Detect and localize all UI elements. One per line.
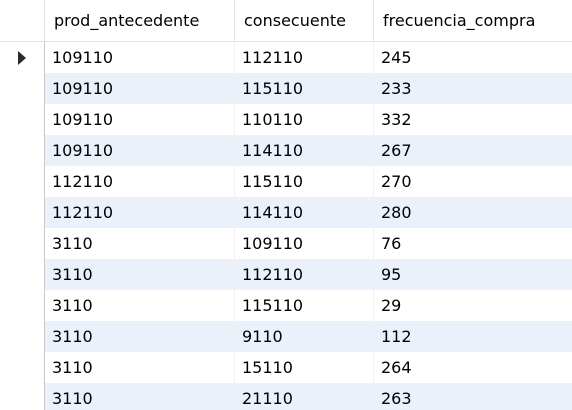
table-row[interactable]: 3110 9110 112 [0,321,572,352]
cell-frecuencia-compra[interactable]: 245 [374,42,572,73]
table-row[interactable]: 109110 114110 267 [0,135,572,166]
cell-consecuente[interactable]: 109110 [235,228,374,259]
cell-frecuencia-compra[interactable]: 267 [374,135,572,166]
cell-frecuencia-compra[interactable]: 270 [374,166,572,197]
grid-header: prod_antecedente consecuente frecuencia_… [0,0,572,42]
cell-prod-antecedente[interactable]: 112110 [45,197,235,228]
table-row[interactable]: 3110 112110 95 [0,259,572,290]
row-selector[interactable] [0,166,45,197]
row-selector[interactable] [0,42,45,73]
cell-consecuente[interactable]: 21110 [235,383,374,410]
table-row[interactable]: 109110 115110 233 [0,73,572,104]
cell-prod-antecedente[interactable]: 3110 [45,383,235,410]
row-selector[interactable] [0,352,45,383]
cell-frecuencia-compra[interactable]: 76 [374,228,572,259]
cell-prod-antecedente[interactable]: 3110 [45,259,235,290]
cell-prod-antecedente[interactable]: 109110 [45,73,235,104]
cell-prod-antecedente[interactable]: 112110 [45,166,235,197]
cell-consecuente[interactable]: 115110 [235,73,374,104]
cell-prod-antecedente[interactable]: 3110 [45,228,235,259]
cell-consecuente[interactable]: 15110 [235,352,374,383]
column-header-consecuente[interactable]: consecuente [235,0,374,42]
row-selector[interactable] [0,73,45,104]
row-selector-header[interactable] [0,0,45,42]
grid-body: 109110 112110 245 109110 115110 233 1091… [0,42,572,410]
table-row[interactable]: 112110 114110 280 [0,197,572,228]
cell-frecuencia-compra[interactable]: 29 [374,290,572,321]
table-row[interactable]: 112110 115110 270 [0,166,572,197]
cell-frecuencia-compra[interactable]: 95 [374,259,572,290]
column-header-prod-antecedente[interactable]: prod_antecedente [45,0,235,42]
cell-frecuencia-compra[interactable]: 233 [374,73,572,104]
cell-prod-antecedente[interactable]: 3110 [45,321,235,352]
row-selector[interactable] [0,135,45,166]
row-selector[interactable] [0,104,45,135]
row-selector[interactable] [0,290,45,321]
cell-frecuencia-compra[interactable]: 263 [374,383,572,410]
row-selector[interactable] [0,259,45,290]
cell-frecuencia-compra[interactable]: 332 [374,104,572,135]
row-selector[interactable] [0,321,45,352]
table-row[interactable]: 3110 15110 264 [0,352,572,383]
triangle-right-icon [18,50,26,65]
table-row[interactable]: 3110 21110 263 [0,383,572,410]
cell-frecuencia-compra[interactable]: 112 [374,321,572,352]
cell-prod-antecedente[interactable]: 3110 [45,352,235,383]
cell-consecuente[interactable]: 115110 [235,166,374,197]
cell-frecuencia-compra[interactable]: 280 [374,197,572,228]
column-header-frecuencia-compra[interactable]: frecuencia_compra [374,0,572,42]
cell-consecuente[interactable]: 112110 [235,42,374,73]
cell-prod-antecedente[interactable]: 109110 [45,104,235,135]
cell-consecuente[interactable]: 110110 [235,104,374,135]
row-selector[interactable] [0,228,45,259]
cell-prod-antecedente[interactable]: 109110 [45,42,235,73]
cell-consecuente[interactable]: 114110 [235,197,374,228]
cell-consecuente[interactable]: 115110 [235,290,374,321]
row-selector[interactable] [0,197,45,228]
cell-consecuente[interactable]: 114110 [235,135,374,166]
table-row[interactable]: 3110 109110 76 [0,228,572,259]
table-row[interactable]: 109110 112110 245 [0,42,572,73]
cell-consecuente[interactable]: 112110 [235,259,374,290]
cell-frecuencia-compra[interactable]: 264 [374,352,572,383]
row-selector[interactable] [0,383,45,410]
cell-prod-antecedente[interactable]: 109110 [45,135,235,166]
table-row[interactable]: 109110 110110 332 [0,104,572,135]
cell-consecuente[interactable]: 9110 [235,321,374,352]
cell-prod-antecedente[interactable]: 3110 [45,290,235,321]
table-row[interactable]: 3110 115110 29 [0,290,572,321]
